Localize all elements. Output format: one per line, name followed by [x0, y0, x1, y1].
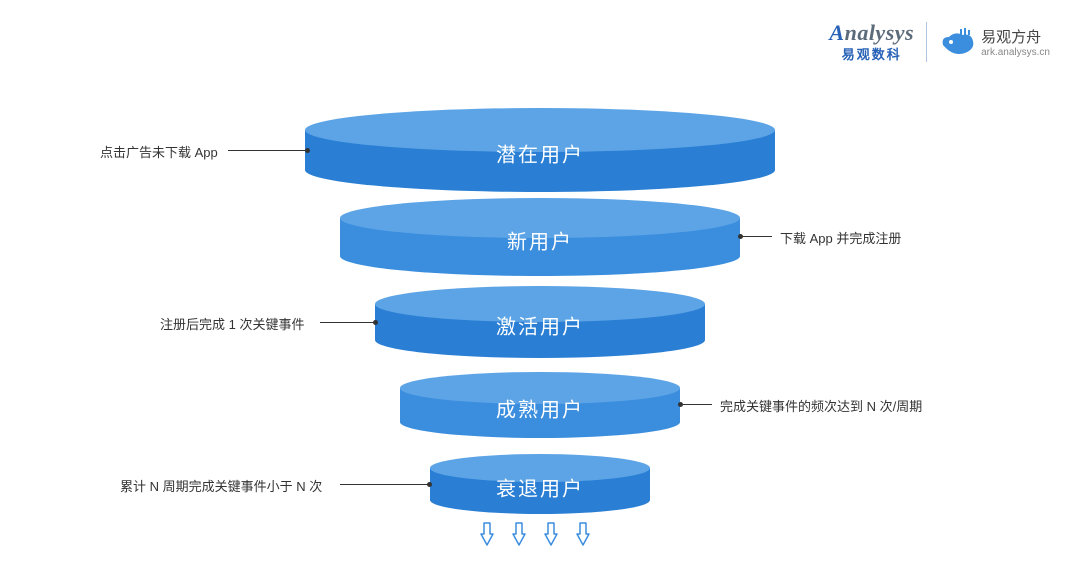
outflow-arrow-icon [544, 522, 558, 546]
connector-line [680, 404, 712, 405]
ark-logo: 易观方舟 ark.analysys.cn [939, 26, 1050, 58]
stage-cylinder: 潜在用户 [305, 130, 775, 170]
stage-annotation-churn: 累计 N 周期完成关键事件小于 N 次 [120, 476, 322, 495]
funnel-stage-churn: 衰退用户 [430, 468, 650, 500]
brand-header: Analysys 易观数科 易观方舟 ark.analysys.cn [829, 20, 1050, 63]
ark-title: 易观方舟 [981, 26, 1050, 47]
stage-annotation-active: 注册后完成 1 次关键事件 [160, 314, 304, 333]
stage-cylinder: 新用户 [340, 218, 740, 256]
stage-cylinder: 激活用户 [375, 304, 705, 340]
outflow-arrow-icon [576, 522, 590, 546]
stage-label: 成熟用户 [496, 393, 584, 422]
stage-annotation-potential: 点击广告未下载 App [100, 142, 218, 161]
funnel-stage-potential: 潜在用户 [305, 130, 775, 170]
stage-label: 衰退用户 [496, 472, 584, 501]
outflow-arrows [480, 522, 590, 546]
analysys-subtitle: 易观数科 [829, 44, 914, 63]
funnel-stage-active: 激活用户 [375, 304, 705, 340]
analysys-wordmark: Analysys [829, 20, 914, 46]
connector-line [740, 236, 772, 237]
stage-label: 潜在用户 [496, 138, 584, 167]
connector-line [228, 150, 308, 151]
stage-label: 新用户 [507, 225, 573, 254]
ark-url: ark.analysys.cn [981, 47, 1050, 58]
outflow-arrow-icon [512, 522, 526, 546]
stage-annotation-mature: 完成关键事件的频次达到 N 次/周期 [720, 396, 922, 415]
stage-cylinder: 衰退用户 [430, 468, 650, 500]
outflow-arrow-icon [480, 522, 494, 546]
funnel-stage-mature: 成熟用户 [400, 388, 680, 422]
connector-line [340, 484, 430, 485]
stage-annotation-new: 下载 App 并完成注册 [780, 228, 901, 247]
brand-divider [926, 22, 927, 62]
analysys-logo: Analysys 易观数科 [829, 20, 914, 63]
whale-icon [939, 27, 975, 57]
funnel-stage-new: 新用户 [340, 218, 740, 256]
stage-label: 激活用户 [496, 310, 584, 339]
stage-cylinder: 成熟用户 [400, 388, 680, 422]
connector-line [320, 322, 376, 323]
